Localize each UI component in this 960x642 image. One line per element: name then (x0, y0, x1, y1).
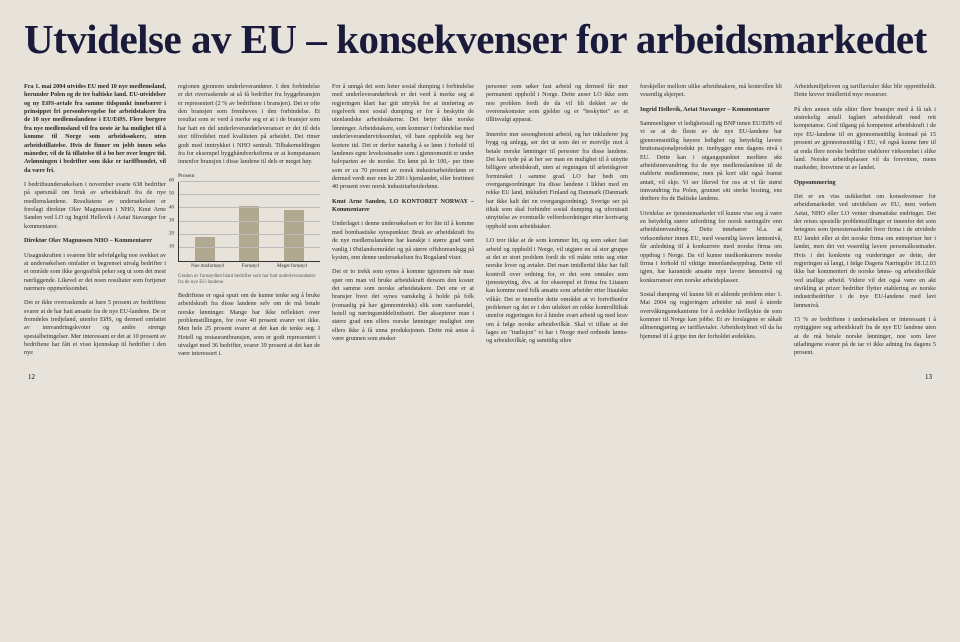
column-1: Fra 1. mai 2004 utvides EU med 10 nye me… (24, 83, 166, 365)
page-title: Utvidelse av EU – konsekvenser for arbei… (24, 18, 936, 61)
section-heading: Ingrid Hellevik, Aetat Stavanger – Komme… (640, 106, 782, 114)
ytick: 30 (169, 218, 174, 225)
ytick: 60 (169, 179, 174, 186)
body-paragraph: personer som søker fast arbeid og dermed… (486, 83, 628, 125)
page-number-right: 13 (925, 373, 932, 381)
section-heading: Knut Arne Sanden, LO KONTORET NORWAY – K… (332, 198, 474, 215)
page-numbers: 12 13 (24, 373, 936, 381)
xlabel: Meget fornøyd (277, 264, 307, 271)
body-paragraph: forskjeller mellom ulike arbeidstakere, … (640, 83, 782, 100)
chart-ylabel: Prosent (178, 173, 320, 180)
column-4: personer som søker fast arbeid og dermed… (486, 83, 628, 365)
body-paragraph: Bedriftene er også spurt om de kunne ten… (178, 292, 320, 359)
body-paragraph: På den annen side sliter flere bransjer … (794, 106, 936, 173)
xlabel: Fornøyd (242, 264, 259, 271)
ytick: 40 (169, 205, 174, 212)
body-paragraph: LO tror ikke at de som kommer hit, og so… (486, 237, 628, 346)
body-paragraph: For å unngå det som heter sosial dumping… (332, 83, 474, 192)
column-3: For å unngå det som heter sosial dumping… (332, 83, 474, 365)
page-number-left: 12 (28, 373, 35, 381)
ytick: 50 (169, 192, 174, 199)
body-paragraph: 15 % av bedriftene i undersøkelsen er in… (794, 316, 936, 358)
ytick: 10 (169, 245, 174, 252)
body-paragraph: Sammenligner vi ledighetstall og BNP inn… (640, 120, 782, 204)
section-heading: Oppsummering (794, 179, 936, 187)
body-paragraph: Sosial dumping vil kunne bli et aldende … (640, 291, 782, 341)
ytick: 20 (169, 231, 174, 238)
text-columns: Fra 1. mai 2004 utvides EU med 10 nye me… (24, 83, 936, 365)
chart-xlabels: Noe misfornøyd Fornøyd Meget fornøyd (178, 262, 320, 271)
column-6: Arbeidsmiljøloven og tariffavtaler ikke … (794, 83, 936, 365)
bar (284, 210, 304, 261)
body-paragraph: regionen gjennom underleverandører. I de… (178, 83, 320, 167)
body-paragraph: Det er to trekk som synes å komme igjenn… (332, 268, 474, 343)
column-5: forskjeller mellom ulike arbeidstakere, … (640, 83, 782, 365)
body-paragraph: Det er en viss usikkerhet om konsekvense… (794, 193, 936, 310)
body-paragraph: Arbeidsmiljøloven og tariffavtaler ikke … (794, 83, 936, 100)
section-heading: Direktør Olav Magnussen NHO – Kommentare… (24, 237, 166, 245)
body-paragraph: Underlaget i denne undersøkelsen er for … (332, 220, 474, 262)
column-2: regionen gjennom underleverandører. I de… (178, 83, 320, 365)
body-paragraph: Fra 1. mai 2004 utvides EU med 10 nye me… (24, 83, 166, 175)
bar (195, 237, 215, 261)
body-paragraph: Utsagnskraften i svarene blir selvfølgel… (24, 252, 166, 294)
body-paragraph: Det er ikke overraskende at bare 5 prose… (24, 299, 166, 358)
body-paragraph: Utvidelse av tjenestemarkedet vil kunne … (640, 210, 782, 285)
chart-caption: Graden av fornøydhet blant bedrifter som… (178, 274, 320, 286)
body-paragraph: I bedriftsundersøkelsen i november svart… (24, 181, 166, 231)
bar-chart: Prosent 102030405060 Noe misfornøyd Fornøyd… (178, 173, 320, 286)
chart-area: 102030405060 (178, 182, 320, 262)
xlabel: Noe misfornøyd (191, 264, 224, 271)
body-paragraph: Innenfor mer sesongbetont arbeid, og her… (486, 131, 628, 231)
